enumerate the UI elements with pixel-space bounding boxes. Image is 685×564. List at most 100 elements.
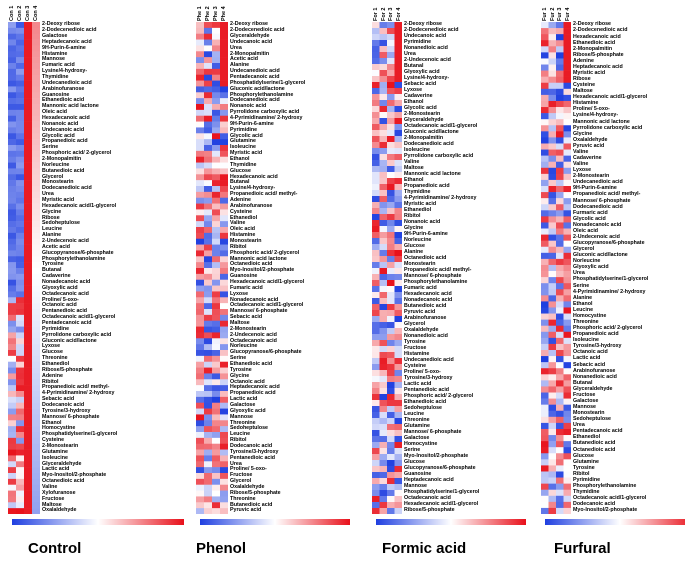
heatmap-cell xyxy=(394,112,402,119)
heatmap-cell xyxy=(394,154,402,161)
heatmap-cell xyxy=(204,133,212,140)
heatmap-cell xyxy=(556,380,564,387)
heatmap-cell xyxy=(563,356,571,363)
heatmap-cell xyxy=(387,388,395,395)
heatmap-cell xyxy=(394,346,402,353)
heatmap-cell xyxy=(541,179,549,187)
heatmap-cell xyxy=(548,125,556,132)
heatmap-cell xyxy=(32,22,40,29)
column-header: Con 2 xyxy=(17,5,23,21)
row-label: Arabinofuranose xyxy=(42,85,85,92)
heatmap-cell xyxy=(8,350,16,357)
heatmap-cell xyxy=(548,228,556,235)
heatmap-cell xyxy=(212,268,220,275)
heatmap-cell xyxy=(32,402,40,409)
heatmap-cell xyxy=(16,74,24,81)
heatmap-cell xyxy=(204,39,212,46)
heatmap-cell xyxy=(204,162,212,169)
heatmap-cell xyxy=(32,408,40,415)
row-label: Urea xyxy=(404,51,416,58)
heatmap-cell xyxy=(204,273,212,281)
row-label: Sebacic acid xyxy=(573,361,606,368)
heatmap-cell xyxy=(387,412,395,419)
heatmap-cell xyxy=(387,406,395,413)
row-label: Adenine xyxy=(573,57,594,64)
heatmap-cell xyxy=(394,88,402,95)
heatmap-cell xyxy=(204,232,212,240)
heatmap-cell xyxy=(394,316,402,323)
row-label: 2-Deoxy ribose xyxy=(573,21,611,28)
heatmap-cell xyxy=(204,268,212,275)
heatmap-cell xyxy=(204,57,212,64)
heatmap-cell xyxy=(32,461,40,468)
row-label: 2-Undecenoic acid xyxy=(42,237,89,244)
heatmap-cell xyxy=(387,436,395,443)
heatmap-cell xyxy=(196,80,204,87)
heatmap-cell xyxy=(24,502,32,509)
heatmap-cell xyxy=(220,221,228,228)
heatmap-cell xyxy=(372,34,380,41)
heatmap-cell xyxy=(24,402,32,409)
heatmap-cell xyxy=(548,234,556,241)
heatmap-cell xyxy=(24,139,32,146)
heatmap-cell xyxy=(541,143,549,150)
heatmap-cell xyxy=(372,418,380,425)
row-label: Phosphoric acid/ 2-glycerol xyxy=(404,393,474,400)
heatmap-cell xyxy=(379,178,387,185)
heatmap-cell xyxy=(379,124,387,131)
heatmap-cell xyxy=(548,428,556,436)
heatmap-cell xyxy=(220,408,228,415)
heatmap-cell xyxy=(16,45,24,52)
row-label: Pyrimidine xyxy=(42,325,70,332)
heatmap-cell xyxy=(563,113,571,120)
heatmap-cell xyxy=(16,80,24,87)
heatmap-cell xyxy=(204,414,212,421)
heatmap-cell xyxy=(220,22,228,29)
heatmap-cell xyxy=(8,490,16,497)
heatmap-cell xyxy=(32,268,40,275)
heatmap-cell xyxy=(563,143,571,150)
heatmap-cell xyxy=(220,139,228,146)
heatmap-cell xyxy=(563,277,571,284)
heatmap-cell xyxy=(196,180,204,187)
heatmap-cell xyxy=(204,303,212,310)
heatmap-cell xyxy=(379,388,387,395)
heatmap-cell xyxy=(8,402,16,409)
heatmap-cell xyxy=(212,186,220,193)
heatmap-cell xyxy=(8,250,16,257)
row-label: Ribitol xyxy=(404,213,421,220)
heatmap-cell xyxy=(196,314,204,322)
heatmap-cell xyxy=(24,449,32,456)
heatmap-cell xyxy=(548,40,556,47)
heatmap-cell xyxy=(24,297,32,304)
heatmap-cell xyxy=(32,391,40,398)
heatmap-cell xyxy=(220,115,228,122)
row-label: Ethanediol xyxy=(42,360,70,367)
heatmap-cell xyxy=(220,180,228,187)
color-scale-bar xyxy=(545,519,685,525)
heatmap-cell xyxy=(8,98,16,105)
heatmap-cell xyxy=(16,191,24,199)
row-label: Ethanol xyxy=(230,155,250,162)
heatmap-cell xyxy=(196,449,204,456)
heatmap-cell xyxy=(24,467,32,474)
heatmap-cell xyxy=(196,209,204,216)
column-header: Phe 4 xyxy=(221,6,227,21)
heatmap-cell xyxy=(379,502,387,509)
heatmap-cell xyxy=(204,379,212,386)
heatmap-cell xyxy=(548,198,556,205)
heatmap-cell xyxy=(220,396,228,404)
heatmap-cell xyxy=(563,137,571,144)
heatmap-cell xyxy=(24,156,32,163)
heatmap-cell xyxy=(379,250,387,257)
heatmap-cell xyxy=(372,172,380,179)
row-label: 2-Monostearin xyxy=(42,442,79,449)
heatmap-cell xyxy=(394,370,402,377)
heatmap-cell xyxy=(32,309,40,316)
heatmap-cell xyxy=(32,215,40,222)
heatmap-cell xyxy=(379,478,387,485)
heatmap-cell xyxy=(394,466,402,473)
heatmap-cell xyxy=(24,408,32,415)
heatmap-cell xyxy=(548,113,556,120)
row-label: Octadecanoic acid/1-glycerol xyxy=(404,123,478,130)
